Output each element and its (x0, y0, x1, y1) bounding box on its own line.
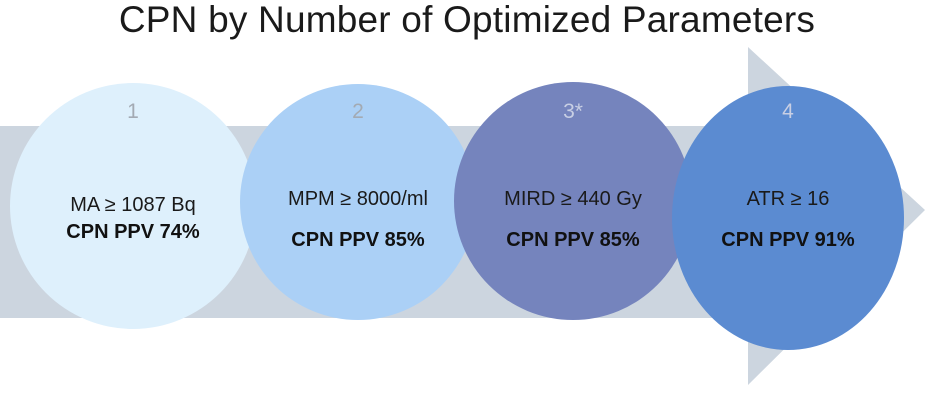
step-3-circle: 3* MIRD ≥ 440 Gy CPN PPV 85% (454, 82, 692, 320)
step-1-number: 1 (127, 100, 139, 123)
diagram-title: CPN by Number of Optimized Parameters (118, 0, 816, 40)
step-2-ppv: CPN PPV 85% (291, 229, 425, 251)
step-4-ppv: CPN PPV 91% (721, 229, 855, 251)
step-2-number: 2 (352, 100, 364, 123)
step-4-circle: 4 ATR ≥ 16 CPN PPV 91% (672, 86, 904, 350)
step-4-number: 4 (782, 100, 794, 123)
step-1-circle: 1 MA ≥ 1087 Bq CPN PPV 74% (10, 83, 256, 329)
step-1-parameter: MA ≥ 1087 Bq (70, 194, 196, 216)
step-4-parameter: ATR ≥ 16 (746, 188, 830, 210)
step-3-parameter: MIRD ≥ 440 Gy (504, 188, 642, 210)
step-3-number: 3* (563, 100, 583, 123)
step-1-ppv: CPN PPV 74% (66, 221, 200, 243)
step-3-ppv: CPN PPV 85% (506, 229, 640, 251)
step-2-parameter: MPM ≥ 8000/ml (288, 188, 428, 210)
step-2-circle: 2 MPM ≥ 8000/ml CPN PPV 85% (240, 84, 476, 320)
